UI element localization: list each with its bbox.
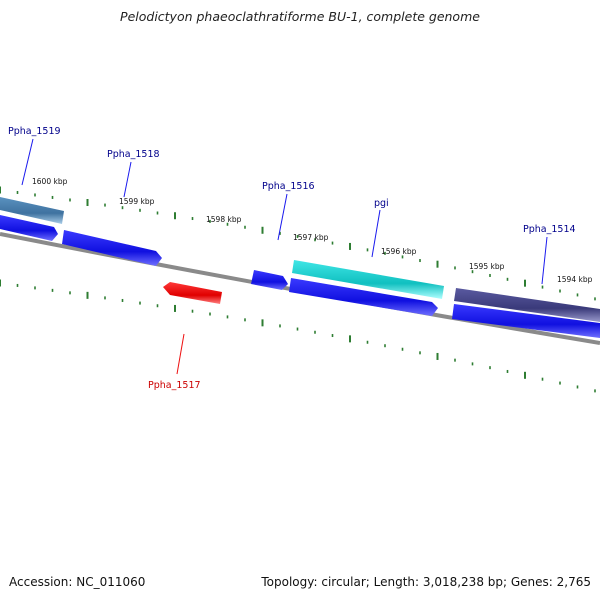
gene-label-ppha-1517[interactable]: Ppha_1517	[148, 380, 201, 391]
kbp-label: 1600 kbp	[32, 177, 68, 186]
gene-arrow-ppha-1517[interactable]	[163, 282, 222, 304]
gene-arrow-ppha-1514[interactable]	[454, 288, 600, 322]
kbp-label: 1598 kbp	[206, 215, 242, 224]
gene-arrow-cds-c[interactable]	[452, 304, 600, 338]
gene-arrow-ppha-1516[interactable]	[251, 270, 288, 290]
gene-arrow-ppha-1518[interactable]	[62, 230, 162, 266]
gene-arrow-cds-b[interactable]	[289, 278, 438, 316]
gene-label-leaders	[21, 138, 548, 375]
kbp-label: 1594 kbp	[557, 275, 593, 284]
kbp-label: 1595 kbp	[469, 262, 505, 271]
gene-label-ppha-1516[interactable]: Ppha_1516	[262, 181, 315, 192]
gene-arrow-pgi[interactable]	[292, 260, 444, 299]
gene-label-pgi[interactable]: pgi	[374, 198, 389, 209]
genome-info-text: Topology: circular; Length: 3,018,238 bp…	[261, 575, 591, 589]
kbp-labels: 1600 kbp 1599 kbp 1598 kbp 1597 kbp 1596…	[32, 177, 593, 284]
map-title: Pelodictyon phaeoclathratiforme BU-1, co…	[120, 9, 480, 24]
gene-label-ppha-1519[interactable]: Ppha_1519	[8, 126, 61, 137]
gene-arrow-cds-a[interactable]	[0, 215, 58, 241]
gene-labels: Ppha_1519 Ppha_1518 Ppha_1517 Ppha_1516 …	[8, 126, 576, 391]
gene-arrow-ppha-1519[interactable]	[0, 197, 64, 224]
gene-label-ppha-1514[interactable]: Ppha_1514	[523, 224, 576, 235]
tick-row-forward	[0, 186, 596, 301]
accession-text: Accession: NC_011060	[9, 575, 146, 589]
kbp-label: 1596 kbp	[381, 247, 417, 256]
kbp-label: 1597 kbp	[293, 233, 329, 242]
tick-row-reverse	[0, 279, 596, 393]
kbp-label: 1599 kbp	[119, 197, 155, 206]
gene-label-ppha-1518[interactable]: Ppha_1518	[107, 149, 160, 160]
